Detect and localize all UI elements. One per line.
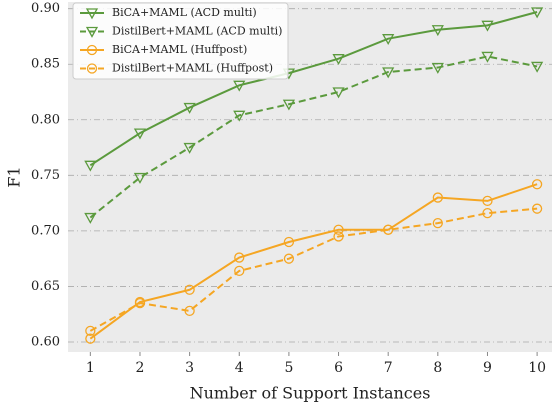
- x-tick-label: 2: [136, 360, 145, 376]
- point: [234, 252, 245, 263]
- point: [481, 20, 494, 32]
- point: [383, 224, 394, 235]
- legend-marker: [86, 63, 98, 74]
- point: [283, 253, 295, 264]
- point: [84, 160, 97, 172]
- y-tick-label: 0.70: [31, 223, 60, 238]
- point: [184, 305, 195, 317]
- point: [431, 62, 444, 74]
- y-tick-label: 0.60: [31, 335, 60, 350]
- x-tick-label: 6: [334, 360, 343, 376]
- point: [333, 224, 344, 235]
- point: [133, 128, 147, 140]
- point: [183, 142, 196, 154]
- point: [233, 110, 246, 122]
- legend-label: DistilBert+MAML (Huffpost): [112, 62, 273, 75]
- series-line: [89, 11, 538, 167]
- point: [332, 87, 345, 99]
- y-tick-label: 0.80: [31, 112, 60, 127]
- x-tick-label: 4: [235, 360, 244, 376]
- x-axis-label: Number of Support Instances: [190, 384, 431, 403]
- point: [133, 172, 147, 184]
- y-tick-label: 0.65: [31, 279, 60, 294]
- point: [531, 179, 543, 190]
- legend-marker: [85, 8, 99, 20]
- point: [382, 34, 395, 46]
- point: [183, 102, 196, 114]
- point: [233, 80, 246, 92]
- point: [332, 54, 345, 66]
- legend-label: BiCA+MAML (Huffpost): [112, 43, 247, 56]
- x-tick-label: 5: [284, 360, 293, 376]
- legend-box: [72, 2, 289, 80]
- x-tick-label: 7: [384, 360, 393, 376]
- y-tick-label: 0.85: [31, 57, 60, 72]
- point: [85, 333, 96, 344]
- point: [432, 217, 443, 229]
- point: [432, 192, 443, 203]
- y-tick-label: 0.75: [31, 168, 60, 183]
- point: [531, 7, 544, 19]
- point: [134, 297, 146, 309]
- legend-marker: [86, 44, 98, 56]
- legend-label: DistilBert+MAML (ACD multi): [112, 25, 282, 38]
- point: [283, 236, 295, 248]
- point: [282, 99, 296, 111]
- point: [85, 325, 96, 337]
- point: [333, 231, 344, 242]
- point: [531, 61, 544, 73]
- point: [234, 265, 245, 277]
- x-tick-label: 1: [86, 360, 95, 376]
- legend-marker: [85, 26, 99, 38]
- x-tick-label: 10: [528, 360, 546, 376]
- series-line: [89, 183, 538, 340]
- x-tick-label: 8: [433, 360, 442, 376]
- y-tick-label: 0.90: [31, 1, 60, 16]
- point: [184, 284, 195, 295]
- point: [382, 67, 395, 79]
- y-axis-label: F1: [5, 166, 24, 187]
- point: [531, 203, 543, 214]
- point: [481, 51, 494, 63]
- point: [482, 207, 493, 219]
- x-tick-label: 9: [483, 360, 492, 376]
- point: [84, 212, 97, 224]
- point: [431, 25, 444, 37]
- point: [482, 195, 493, 207]
- series-line: [89, 207, 538, 332]
- x-tick-label: 3: [185, 360, 194, 376]
- series-line: [89, 55, 538, 219]
- legend-label: BiCA+MAML (ACD multi): [112, 6, 257, 19]
